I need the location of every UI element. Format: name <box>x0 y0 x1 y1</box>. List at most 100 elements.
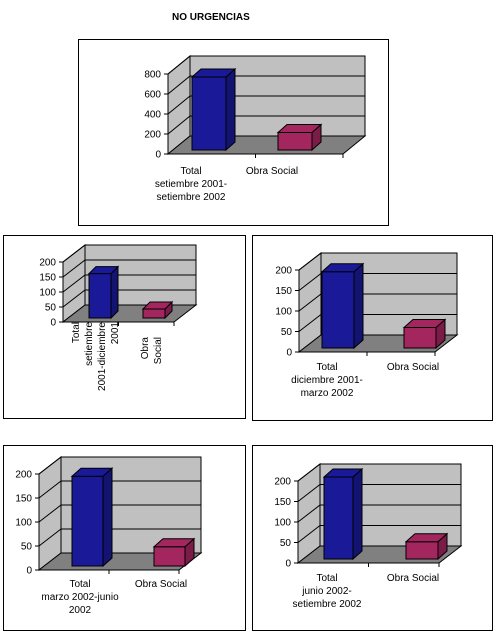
y-tick-label: 0 <box>286 348 292 359</box>
gridline <box>38 528 201 547</box>
x-category-label: Total setiembre 2001- setiembre 2002 <box>154 166 228 203</box>
bar-front <box>142 308 166 319</box>
bar-side-shade <box>185 538 194 566</box>
y-tick-label: 100 <box>39 288 56 299</box>
gridline <box>38 480 201 499</box>
bar <box>276 123 323 152</box>
bar <box>320 262 365 350</box>
bar <box>404 532 449 561</box>
y-tick-label: 0 <box>285 559 291 570</box>
floor <box>61 304 198 323</box>
x-category-label: Total diciembre 2001- marzo 2002 <box>291 362 363 399</box>
bar-side-shade <box>353 469 362 559</box>
chart-panel-3: 0 50 100 150 200 Total diciembre 2001- marzo … <box>252 235 493 421</box>
y-tick-label: 0 <box>26 566 32 577</box>
y-tick-label: 200 <box>39 258 56 269</box>
y-tick-label: 150 <box>15 494 32 505</box>
gridline <box>298 252 457 271</box>
y-tick-label: 50 <box>281 327 293 338</box>
y-tick-label: 800 <box>144 70 161 81</box>
bar-top <box>152 538 196 548</box>
gridline <box>298 273 457 291</box>
x-category-label: Total junio 2002- setiembre 2002 <box>292 573 362 610</box>
gridline <box>62 274 196 293</box>
gridline <box>298 314 457 332</box>
y-tick-label: 50 <box>45 303 57 314</box>
bar-side-shade <box>111 266 118 318</box>
y-tick-label: 0 <box>50 318 56 329</box>
gridline <box>167 115 365 135</box>
chart-panel-2: 0 50 100 150 200 Total setiembre 2001-diciemb… <box>3 235 246 419</box>
gridline <box>298 293 457 312</box>
chart-svg: 0 200 400 600 800 <box>144 54 367 161</box>
bar-top <box>320 263 365 273</box>
page-title: NO URGENCIAS <box>172 12 250 23</box>
bar-top <box>190 68 237 78</box>
y-tick-label: 150 <box>275 286 292 297</box>
y-tick-label: 50 <box>21 542 33 553</box>
bar-top <box>70 467 114 477</box>
bar-top <box>404 533 449 543</box>
x-category-label: Obra Social <box>386 573 440 584</box>
y-tick-label: 100 <box>15 518 32 529</box>
y-tick-label: 400 <box>144 110 161 121</box>
bar <box>70 467 114 568</box>
x-category-label: Obra Social <box>245 166 299 177</box>
chart-svg: 0 50 100 150 200 <box>275 251 459 359</box>
bar <box>322 467 364 561</box>
y-tick-label: 600 <box>144 90 161 101</box>
y-tick-label: 150 <box>39 273 56 284</box>
gridline <box>62 259 196 278</box>
gridline <box>167 75 365 95</box>
bar-front <box>71 475 104 567</box>
bar-top <box>141 301 174 310</box>
gridline <box>167 55 365 75</box>
bar-side-shade <box>436 319 445 348</box>
bar-front <box>323 476 354 560</box>
x-category-label: Total marzo 2002-junio 2002 <box>41 579 119 616</box>
chart-svg: 0 50 100 150 200 <box>15 455 203 577</box>
gridline <box>62 244 196 263</box>
gridline <box>62 289 196 308</box>
y-tick-label: 200 <box>15 470 32 481</box>
bar <box>190 67 237 152</box>
bar <box>141 300 174 320</box>
y-tick-label: 200 <box>274 477 291 488</box>
bar <box>87 265 120 320</box>
y-tick-label: 100 <box>274 518 291 529</box>
bar-top <box>276 124 323 133</box>
gridline <box>297 484 461 502</box>
gridline <box>297 504 461 523</box>
bar-front <box>153 546 186 567</box>
bar-front <box>321 271 355 349</box>
y-tick-label: 200 <box>144 130 161 141</box>
gridline <box>167 95 365 115</box>
bar-front <box>191 76 227 151</box>
y-tick-label: 0 <box>155 150 161 161</box>
y-tick-label: 100 <box>275 307 292 318</box>
gridline <box>297 463 461 482</box>
bar-top <box>402 319 447 328</box>
y-tick-label: 150 <box>274 497 291 508</box>
bar-top <box>322 468 364 478</box>
x-category-label: Obra Social <box>134 579 188 590</box>
x-category-label: Total setiembre 2001-diciembre 2001 <box>71 322 121 391</box>
bar <box>402 318 447 350</box>
bar <box>152 537 196 568</box>
bar-side-shade <box>226 69 235 150</box>
y-tick-label: 50 <box>280 538 292 549</box>
gridline <box>38 456 201 475</box>
gridline <box>38 504 201 523</box>
bar-side-shade <box>165 302 172 318</box>
bar-side-shade <box>354 263 363 348</box>
y-tick-label: 200 <box>275 266 292 277</box>
chart-panel-1: 0 200 400 600 800 Total setiembre 2001- setie… <box>78 39 389 226</box>
chart-svg: 0 50 100 150 200 <box>274 462 463 570</box>
chart-panel-5: 0 50 100 150 200 Total junio 2002- setiembre … <box>252 445 493 631</box>
bar-front <box>403 327 437 349</box>
x-category-label: Obra Social <box>140 337 164 365</box>
bar-top <box>87 266 120 275</box>
bar-front <box>405 541 439 560</box>
bar-side-shade <box>103 468 112 566</box>
bar-front <box>88 273 112 319</box>
